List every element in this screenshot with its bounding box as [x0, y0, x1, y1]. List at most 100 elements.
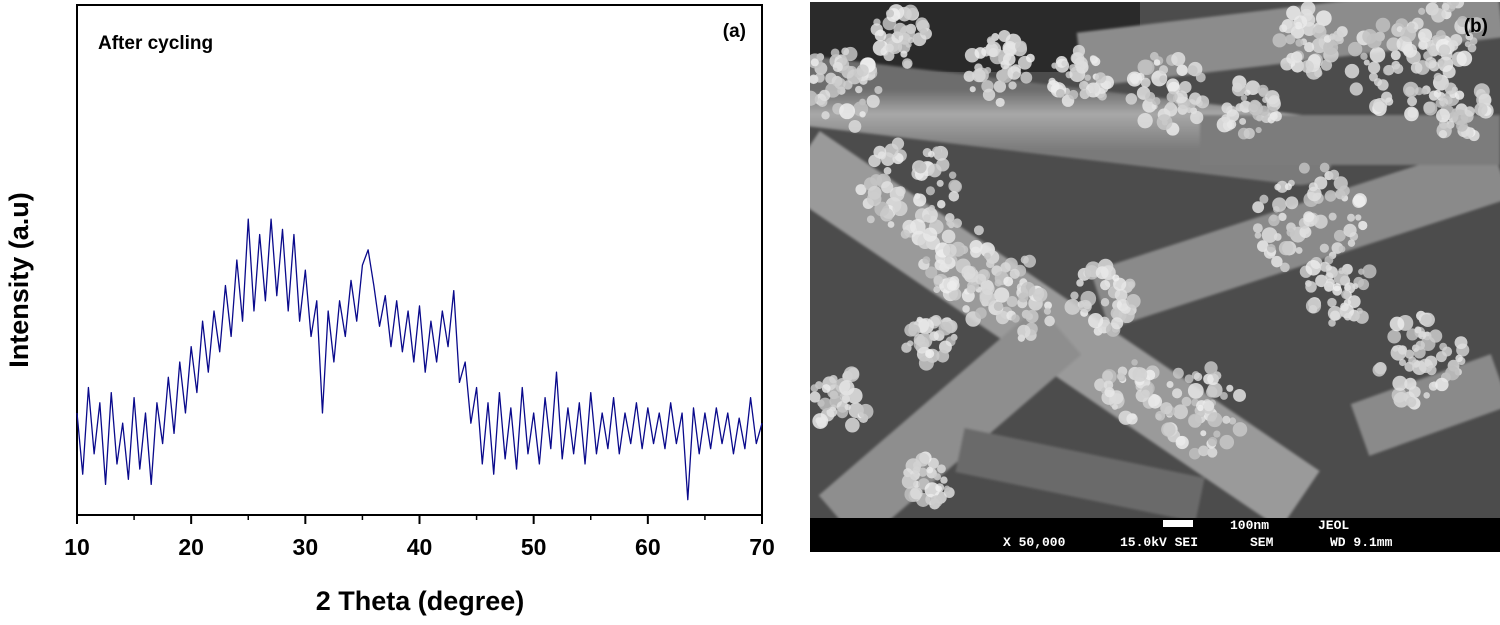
particle [881, 181, 893, 193]
particle [1145, 92, 1155, 102]
particle [888, 221, 895, 228]
particle [936, 350, 949, 363]
particle [967, 285, 976, 294]
particle [914, 193, 920, 199]
particle [1373, 98, 1387, 112]
particle [914, 334, 925, 345]
particle [1044, 316, 1055, 327]
particle [1139, 60, 1154, 75]
particle [1256, 127, 1262, 133]
particle [961, 265, 975, 279]
particle [916, 453, 930, 467]
particle [1347, 214, 1355, 222]
particle [1368, 62, 1380, 74]
particle [1411, 62, 1423, 74]
particle [974, 225, 984, 235]
particle [886, 9, 894, 17]
particle [1171, 52, 1185, 66]
x-tick-label: 70 [749, 534, 775, 560]
scale-bar [1163, 520, 1193, 527]
particle [1295, 39, 1303, 47]
particle [1207, 412, 1222, 427]
particle [1435, 378, 1448, 391]
particle [1279, 241, 1293, 255]
particle [1154, 59, 1161, 66]
particle [1222, 416, 1230, 424]
particle [1416, 341, 1425, 350]
particle [1233, 422, 1248, 437]
particle [1294, 15, 1307, 28]
particle [1339, 185, 1350, 196]
particle [1069, 90, 1079, 100]
particle [1126, 294, 1140, 308]
particle [1341, 290, 1350, 299]
particle [1474, 103, 1487, 116]
particle [1126, 413, 1137, 424]
particle [1190, 111, 1203, 124]
particle [1267, 244, 1276, 253]
particle [1221, 114, 1230, 123]
particle [811, 384, 819, 392]
particle [1079, 300, 1092, 313]
particle [928, 164, 942, 178]
particle [987, 36, 996, 45]
particle [975, 47, 987, 59]
particle [1000, 262, 1010, 272]
particle [1409, 386, 1421, 398]
particle [1355, 214, 1361, 220]
particle [933, 275, 942, 284]
particle [811, 58, 819, 66]
particle [1011, 314, 1019, 322]
particle [1226, 385, 1233, 392]
particle [1173, 368, 1184, 379]
particle [821, 111, 829, 119]
particle [923, 214, 930, 221]
image-panel-label: (b) [1464, 16, 1488, 37]
particle [1309, 305, 1317, 313]
x-tick-label: 10 [64, 534, 90, 560]
particle [904, 324, 917, 337]
particle [1391, 50, 1401, 60]
particle [1450, 34, 1462, 46]
maker: JEOL [1318, 518, 1349, 533]
particle [1074, 57, 1088, 71]
particle [926, 186, 935, 195]
particle [901, 230, 910, 239]
particle [1065, 299, 1081, 315]
particle [1366, 33, 1381, 48]
particle [1362, 264, 1376, 278]
particle [1021, 256, 1029, 264]
particle [880, 208, 894, 222]
particle [1188, 414, 1202, 428]
particle [962, 305, 970, 313]
particle [1257, 85, 1268, 96]
particle [984, 253, 991, 260]
particle [1425, 0, 1438, 2]
particle [1096, 266, 1109, 279]
particle [841, 48, 849, 56]
particle [1167, 381, 1174, 388]
particle [1207, 447, 1217, 457]
plot-frame [77, 5, 762, 515]
series-line [77, 219, 762, 500]
particle [970, 240, 983, 253]
particle [952, 218, 962, 228]
particle [894, 23, 907, 36]
particle [1268, 116, 1275, 123]
particle [1020, 72, 1032, 84]
particle [1355, 310, 1369, 324]
particle [926, 467, 933, 474]
particle [1013, 71, 1019, 77]
particle [1025, 310, 1038, 323]
particle [1232, 82, 1246, 96]
particle [1196, 72, 1206, 82]
particle [925, 349, 934, 358]
particle [1166, 102, 1175, 111]
particle [845, 404, 851, 410]
particle [1088, 313, 1103, 328]
particle [1100, 280, 1110, 290]
particle [1291, 51, 1302, 62]
particle [1305, 281, 1317, 293]
particle [942, 230, 956, 244]
particle [1056, 89, 1065, 98]
